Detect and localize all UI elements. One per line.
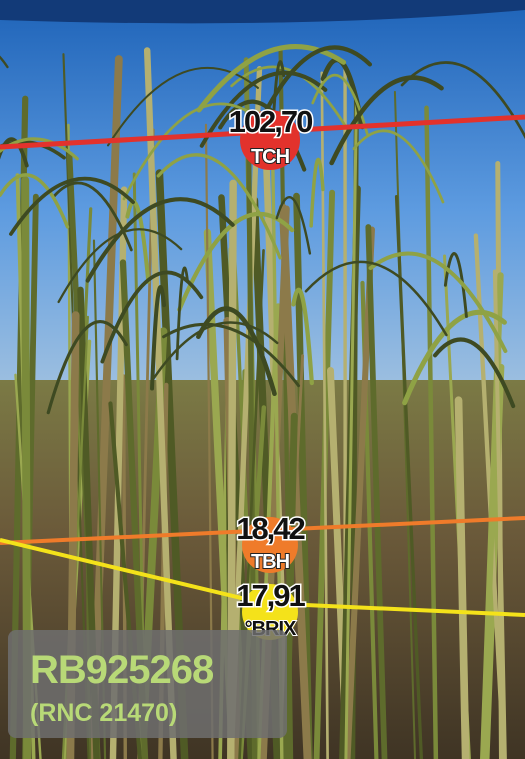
stalk bbox=[394, 194, 424, 759]
leaf bbox=[199, 70, 328, 148]
tch-unit: TCH bbox=[251, 146, 290, 168]
tch-dot bbox=[240, 110, 300, 170]
leaf bbox=[177, 211, 295, 312]
leaf bbox=[162, 322, 301, 388]
brix-value: 17,91 bbox=[236, 578, 305, 613]
stalk bbox=[492, 269, 507, 759]
stalk bbox=[344, 97, 359, 759]
leaf bbox=[196, 44, 347, 113]
leaf bbox=[230, 65, 350, 133]
leaf bbox=[433, 337, 516, 409]
leaf bbox=[275, 195, 312, 255]
variety-code: (RNC 21470) bbox=[30, 699, 177, 727]
tch-value: 102,70 bbox=[229, 104, 313, 139]
brix-dot bbox=[242, 584, 298, 640]
leaf bbox=[256, 45, 373, 127]
leaf bbox=[85, 197, 235, 283]
top-band bbox=[0, 0, 525, 24]
leaf bbox=[291, 287, 314, 386]
leaf bbox=[304, 260, 448, 337]
leaf bbox=[368, 251, 508, 354]
tbh-value: 18,42 bbox=[236, 511, 304, 546]
stalk bbox=[393, 90, 417, 759]
leaf bbox=[150, 285, 167, 391]
stalk bbox=[454, 396, 470, 759]
leaf bbox=[106, 66, 259, 147]
leaf bbox=[46, 320, 128, 415]
leaf bbox=[9, 176, 135, 236]
leaf bbox=[156, 153, 282, 260]
leaf bbox=[329, 75, 444, 166]
tbh-dot bbox=[242, 517, 298, 573]
variety-box bbox=[8, 630, 287, 738]
stalk bbox=[424, 105, 439, 759]
leaf bbox=[125, 200, 151, 284]
leaf bbox=[100, 270, 204, 364]
leaf bbox=[309, 157, 325, 228]
leaf bbox=[352, 129, 445, 204]
leaf bbox=[0, 137, 79, 161]
leaf bbox=[0, 140, 66, 160]
tbh-unit: TBH bbox=[251, 551, 290, 573]
stalk bbox=[365, 224, 388, 759]
variety-name: RB925268 bbox=[30, 648, 214, 692]
stalk bbox=[282, 412, 298, 759]
leaf bbox=[0, 173, 70, 229]
leaf bbox=[400, 61, 525, 140]
leaf bbox=[196, 306, 277, 397]
leaf bbox=[57, 228, 183, 304]
leaf bbox=[402, 309, 507, 406]
